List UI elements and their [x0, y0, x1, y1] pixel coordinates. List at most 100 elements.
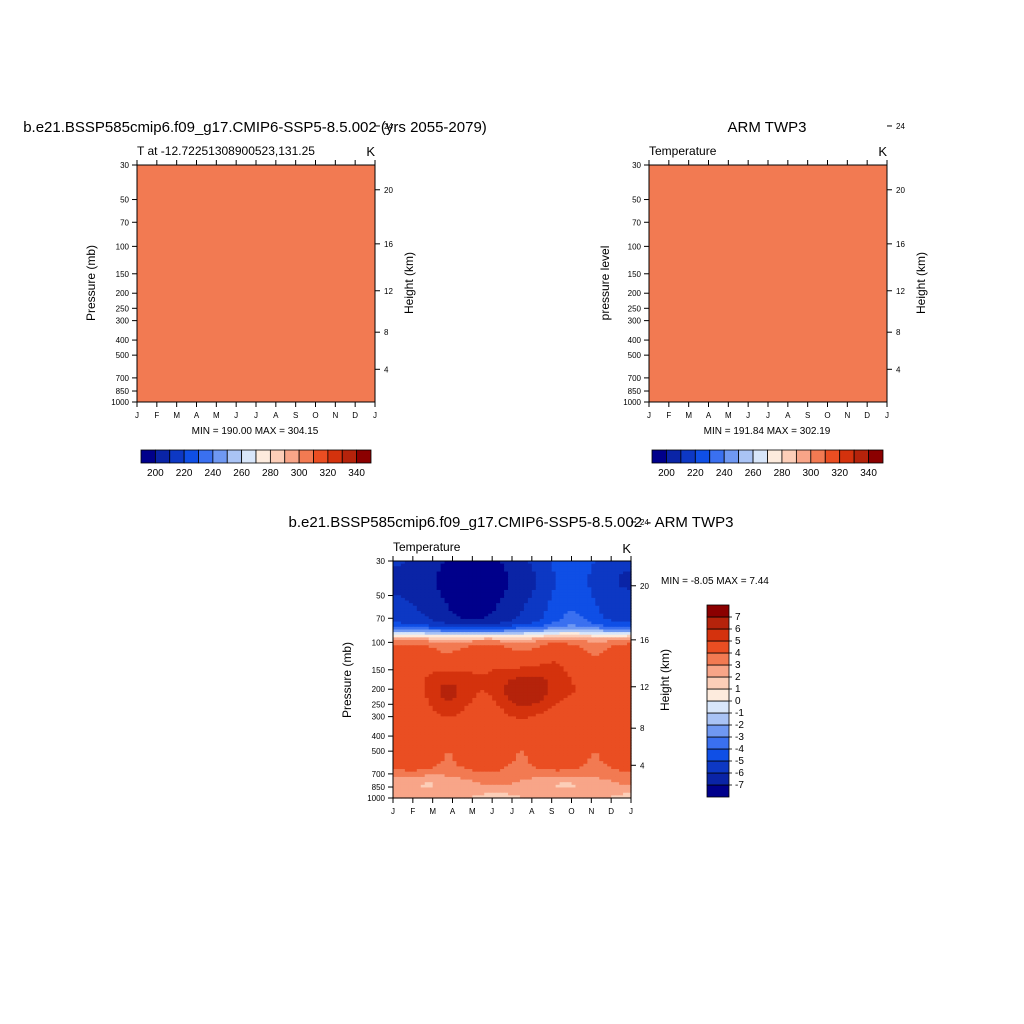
panel-diff-cell	[523, 697, 529, 702]
panel-diff-cell	[436, 650, 442, 654]
panel-diff-cell	[603, 595, 608, 599]
panel-diff-cell	[539, 758, 545, 762]
panel-diff-cell	[559, 750, 565, 754]
panel-diff-cell	[393, 729, 398, 733]
panel-diff-cell	[484, 561, 489, 565]
panel-diff-cell	[623, 682, 628, 686]
panel-diff-cell	[515, 700, 521, 704]
panel-diff-cell	[579, 755, 584, 760]
panel-diff-cell	[523, 624, 529, 628]
panel-diff-cell	[587, 574, 592, 578]
panel-diff-cell	[476, 734, 481, 739]
panel-diff-cell	[504, 687, 509, 691]
panel-diff-cell	[563, 753, 569, 757]
panel-diff-cell	[488, 729, 493, 733]
colorbar-obs-label: 220	[687, 468, 704, 479]
panel-diff-cell	[512, 655, 517, 660]
panel-diff-cell	[396, 640, 402, 644]
panel-diff-cell	[607, 645, 612, 649]
panel-diff-cell	[468, 719, 473, 723]
panel-diff-cell	[500, 584, 505, 588]
panel-diff-cell	[623, 600, 628, 604]
panel-diff-cell	[488, 603, 493, 607]
panel-diff-cell	[575, 618, 581, 623]
panel-diff-cell	[416, 634, 422, 638]
panel-diff-cell	[567, 703, 573, 707]
panel-diff-cell	[619, 726, 624, 731]
panel-diff-cell	[456, 668, 462, 673]
panel-model-xtick-label: A	[273, 411, 279, 420]
panel-diff-cell	[400, 721, 406, 725]
panel-diff-cell	[607, 582, 612, 586]
panel-diff-cell	[547, 734, 553, 739]
panel-diff-cell	[468, 755, 473, 760]
panel-diff-cell	[460, 566, 465, 570]
panel-diff-cell	[623, 563, 628, 567]
panel-diff-cell	[523, 621, 529, 625]
panel-diff-cell	[627, 629, 632, 633]
panel-diff-cell	[452, 755, 458, 760]
panel-diff-cell	[420, 737, 426, 741]
panel-diff-cell	[408, 584, 414, 588]
panel-diff-cell	[492, 671, 497, 675]
panel-diff-cell	[408, 687, 414, 691]
panel-diff-cell	[515, 568, 521, 573]
panel-diff-cell	[603, 576, 608, 581]
panel-diff-plot: J F M A M J J A S O N D J305070100150200250300400500…	[367, 518, 649, 816]
panel-diff-cell	[432, 597, 438, 602]
panel-diff-cell	[527, 666, 533, 670]
panel-diff-cell	[615, 740, 620, 744]
panel-diff-cell	[396, 634, 402, 638]
panel-diff-cell	[404, 571, 410, 575]
panel-diff-cell	[408, 618, 414, 623]
panel-diff-cell	[400, 582, 406, 586]
panel-diff-cell	[464, 753, 469, 757]
panel-diff-cell	[428, 605, 434, 609]
panel-diff-cell	[428, 708, 434, 712]
panel-diff-cell	[448, 653, 454, 657]
panel-diff-cell	[416, 637, 422, 641]
panel-model-colorbar: 200 220 240 260 280 300 320 340	[140, 449, 372, 479]
panel-diff-cell	[543, 663, 549, 667]
panel-diff-cell	[404, 582, 410, 586]
panel-diff-cell	[456, 613, 462, 617]
panel-diff-cell	[456, 642, 462, 646]
panel-diff-cell	[567, 747, 573, 752]
panel-diff-cell	[440, 716, 446, 720]
panel-diff-cell	[496, 679, 501, 683]
panel-diff-cell	[563, 668, 569, 673]
panel-diff-cell	[615, 608, 620, 612]
panel-diff-cell	[512, 742, 517, 746]
panel-diff-cell	[460, 705, 465, 710]
panel-diff-cell	[531, 684, 537, 688]
panel-diff-cell	[595, 589, 600, 594]
panel-diff-cell	[420, 742, 426, 746]
panel-diff-cell	[563, 616, 569, 620]
panel-diff-cell	[432, 750, 438, 754]
panel-diff-cell	[551, 697, 557, 702]
panel-diff-cell	[476, 742, 481, 746]
panel-diff-cell	[444, 734, 450, 739]
panel-diff-cell	[416, 766, 422, 770]
panel-diff-cell	[404, 650, 410, 654]
panel-diff-cell	[393, 766, 398, 770]
panel-diff-cell	[555, 724, 561, 728]
panel-diff-cell	[508, 563, 513, 567]
panel-diff-cell	[611, 592, 616, 596]
panel-diff-cell	[436, 645, 442, 649]
panel-diff-cell	[615, 587, 620, 591]
panel-diff-cell	[464, 763, 469, 767]
panel-diff-cell	[539, 640, 545, 644]
panel-diff-cell	[500, 566, 505, 570]
panel-diff-cell	[563, 713, 569, 717]
panel-diff-cell	[416, 726, 422, 731]
panel-diff-cell	[420, 632, 426, 636]
panel-diff-cell	[404, 761, 410, 765]
panel-diff-cell	[627, 561, 632, 565]
panel-diff-cell	[611, 740, 616, 744]
panel-diff-cell	[627, 618, 632, 623]
panel-diff-cell	[527, 682, 533, 686]
panel-diff-cell	[464, 655, 469, 660]
panel-diff-cell	[591, 761, 596, 765]
panel-diff-cell	[452, 626, 458, 631]
